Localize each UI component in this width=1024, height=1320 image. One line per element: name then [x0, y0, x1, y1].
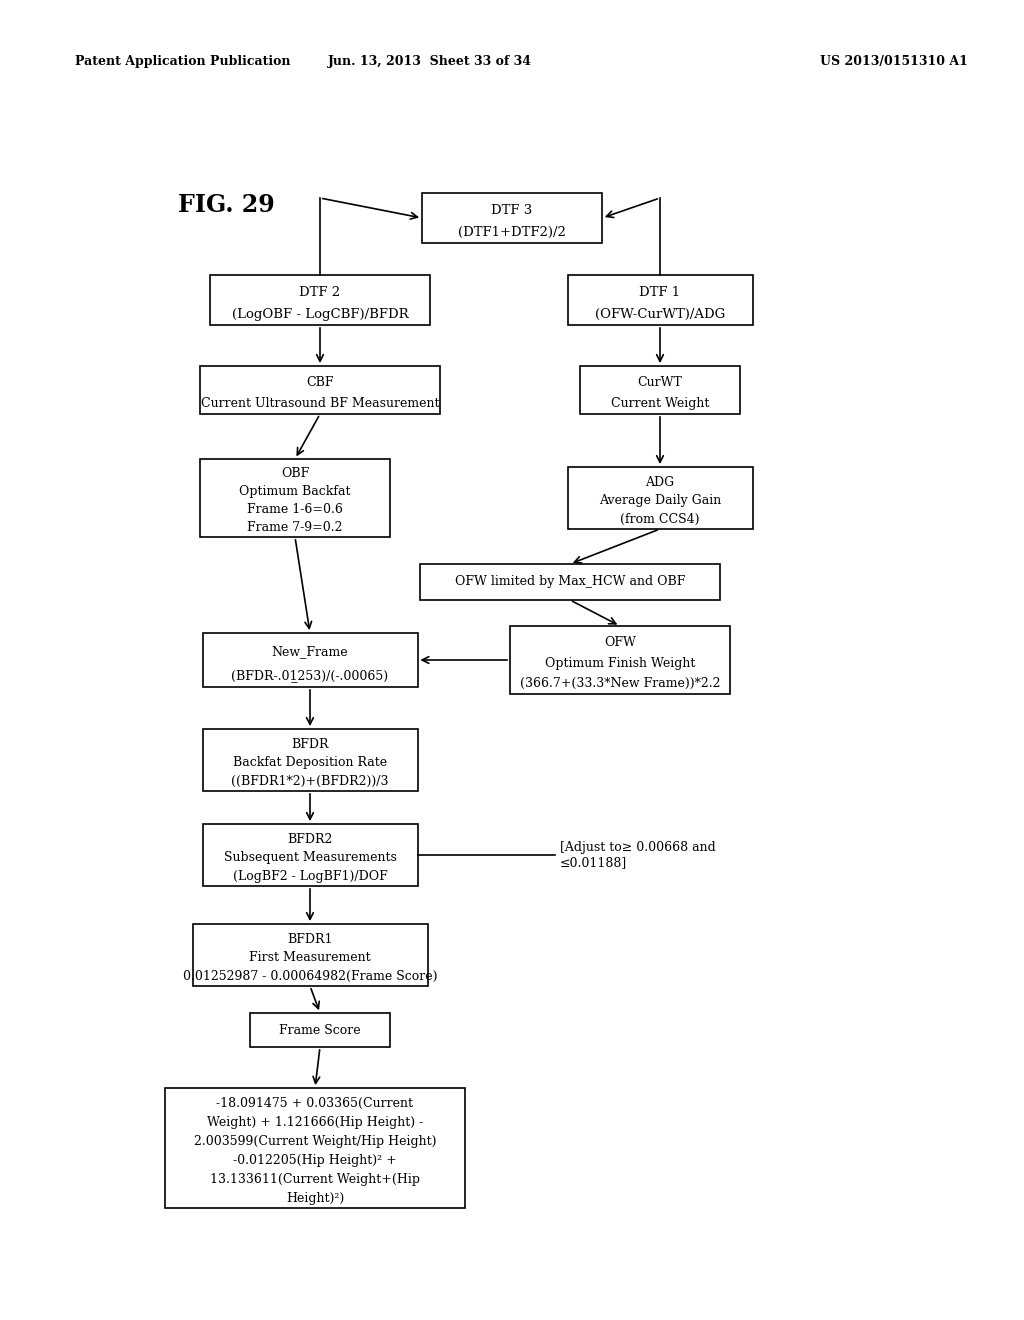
Text: Optimum Backfat: Optimum Backfat [240, 486, 351, 498]
Text: OFW limited by Max_HCW and OBF: OFW limited by Max_HCW and OBF [455, 576, 685, 589]
Text: BFDR: BFDR [291, 738, 329, 751]
Text: BFDR1: BFDR1 [288, 932, 333, 945]
Text: (LogBF2 - LogBF1)/DOF: (LogBF2 - LogBF1)/DOF [232, 870, 387, 883]
Text: US 2013/0151310 A1: US 2013/0151310 A1 [820, 55, 968, 69]
Text: (DTF1+DTF2)/2: (DTF1+DTF2)/2 [458, 226, 566, 239]
Bar [203, 729, 418, 791]
Bar [567, 467, 753, 529]
Text: 0.01252987 - 0.00064982(Frame Score): 0.01252987 - 0.00064982(Frame Score) [182, 970, 437, 983]
Text: Frame Score: Frame Score [280, 1023, 360, 1036]
Text: (OFW-CurWT)/ADG: (OFW-CurWT)/ADG [595, 308, 725, 321]
Text: CBF: CBF [306, 376, 334, 389]
Text: Frame 1-6=0.6: Frame 1-6=0.6 [247, 503, 343, 516]
Bar [510, 626, 730, 694]
Text: Patent Application Publication: Patent Application Publication [75, 55, 291, 69]
Text: 2.003599(Current Weight/Hip Height): 2.003599(Current Weight/Hip Height) [194, 1135, 436, 1148]
Text: ADG: ADG [645, 475, 675, 488]
Bar [165, 1088, 465, 1208]
Bar [203, 634, 418, 686]
Text: FIG. 29: FIG. 29 [178, 193, 274, 216]
Text: Average Daily Gain: Average Daily Gain [599, 494, 721, 507]
Text: Jun. 13, 2013  Sheet 33 of 34: Jun. 13, 2013 Sheet 33 of 34 [328, 55, 532, 69]
Text: BFDR2: BFDR2 [288, 833, 333, 846]
Text: Backfat Deposition Rate: Backfat Deposition Rate [232, 756, 387, 770]
Bar [200, 459, 390, 537]
Text: -0.012205(Hip Height)² +: -0.012205(Hip Height)² + [233, 1154, 397, 1167]
Text: New_Frame: New_Frame [271, 645, 348, 659]
Bar [203, 824, 418, 886]
Text: OBF: OBF [281, 467, 309, 480]
Text: OFW: OFW [604, 636, 636, 649]
Text: (LogOBF - LogCBF)/BFDR: (LogOBF - LogCBF)/BFDR [231, 308, 409, 321]
Text: First Measurement: First Measurement [249, 952, 371, 965]
Text: (366.7+(33.3*New Frame))*2.2: (366.7+(33.3*New Frame))*2.2 [520, 677, 720, 690]
Text: DTF 3: DTF 3 [492, 203, 532, 216]
Text: Frame 7-9=0.2: Frame 7-9=0.2 [247, 521, 343, 535]
Text: DTF 2: DTF 2 [299, 286, 341, 298]
Bar [210, 275, 430, 325]
Bar [250, 1012, 390, 1047]
Text: (from CCS4): (from CCS4) [621, 513, 699, 527]
Text: Weight) + 1.121666(Hip Height) -: Weight) + 1.121666(Hip Height) - [207, 1115, 423, 1129]
Bar [567, 275, 753, 325]
Text: Optimum Finish Weight: Optimum Finish Weight [545, 656, 695, 669]
Bar [580, 366, 740, 414]
Text: -18.091475 + 0.03365(Current: -18.091475 + 0.03365(Current [216, 1097, 414, 1110]
Text: Current Weight: Current Weight [610, 397, 710, 411]
Text: (BFDR-.01̲253)/(-.00065): (BFDR-.01̲253)/(-.00065) [231, 669, 388, 681]
Bar [420, 564, 720, 601]
Bar [422, 193, 602, 243]
Text: [Adjust to≥ 0.00668 and
≤0.01188]: [Adjust to≥ 0.00668 and ≤0.01188] [560, 841, 716, 869]
Text: 13.133611(Current Weight+(Hip: 13.133611(Current Weight+(Hip [210, 1173, 420, 1185]
Text: CurWT: CurWT [638, 376, 682, 389]
Text: Height)²): Height)²) [286, 1192, 344, 1205]
Text: Subsequent Measurements: Subsequent Measurements [223, 851, 396, 865]
Bar [193, 924, 427, 986]
Bar [200, 366, 440, 414]
Text: DTF 1: DTF 1 [639, 286, 681, 298]
Text: Current Ultrasound BF Measurement: Current Ultrasound BF Measurement [201, 397, 439, 411]
Text: ((BFDR1*2)+(BFDR2))/3: ((BFDR1*2)+(BFDR2))/3 [231, 775, 389, 788]
